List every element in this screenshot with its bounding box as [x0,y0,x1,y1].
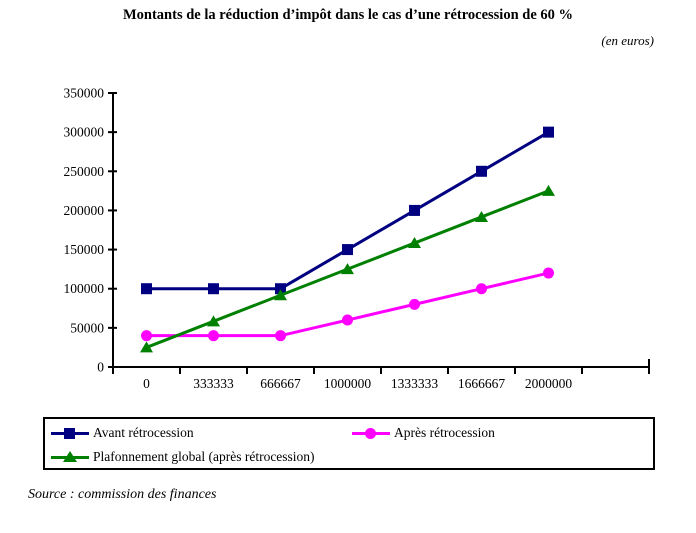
svg-text:0: 0 [143,376,150,391]
legend-label-avant: Avant rétrocession [93,425,194,440]
legend-label-plafonnement: Plafonnement global (après rétrocession) [93,449,315,464]
svg-text:300000: 300000 [64,125,105,140]
svg-text:50000: 50000 [70,320,104,335]
svg-text:350000: 350000 [64,86,105,101]
legend-item-apres-retrocession: Après rétrocession [352,423,495,443]
svg-text:1000000: 1000000 [324,376,372,391]
legend-item-avant-retrocession: Avant rétrocession [51,423,194,443]
legend-circle-marker-icon [352,426,390,440]
chart-title: Montants de la réduction d’impôt dans le… [122,7,574,23]
svg-text:2000000: 2000000 [525,376,573,391]
unit-note: (en euros) [601,33,654,48]
source-note: Source : commission des finances [28,487,217,502]
svg-text:1333333: 1333333 [391,376,439,391]
svg-text:100000: 100000 [64,281,105,296]
svg-text:150000: 150000 [64,242,105,257]
line-chart-plot: 0 50000 100000 150000 200000 250000 300000 3500… [64,86,650,391]
legend-triangle-marker-icon [51,450,89,464]
legend-item-plafonnement-global: Plafonnement global (après rétrocession) [51,447,315,467]
legend-label-apres: Après rétrocession [394,425,495,440]
svg-text:333333: 333333 [193,376,234,391]
svg-text:666667: 666667 [260,376,301,391]
svg-text:1666667: 1666667 [458,376,506,391]
legend-square-marker-icon [51,426,89,440]
svg-text:250000: 250000 [64,164,105,179]
svg-text:200000: 200000 [64,203,105,218]
chart-legend: Avant rétrocession Après rétrocession Pl… [43,417,655,470]
svg-text:0: 0 [97,360,104,375]
